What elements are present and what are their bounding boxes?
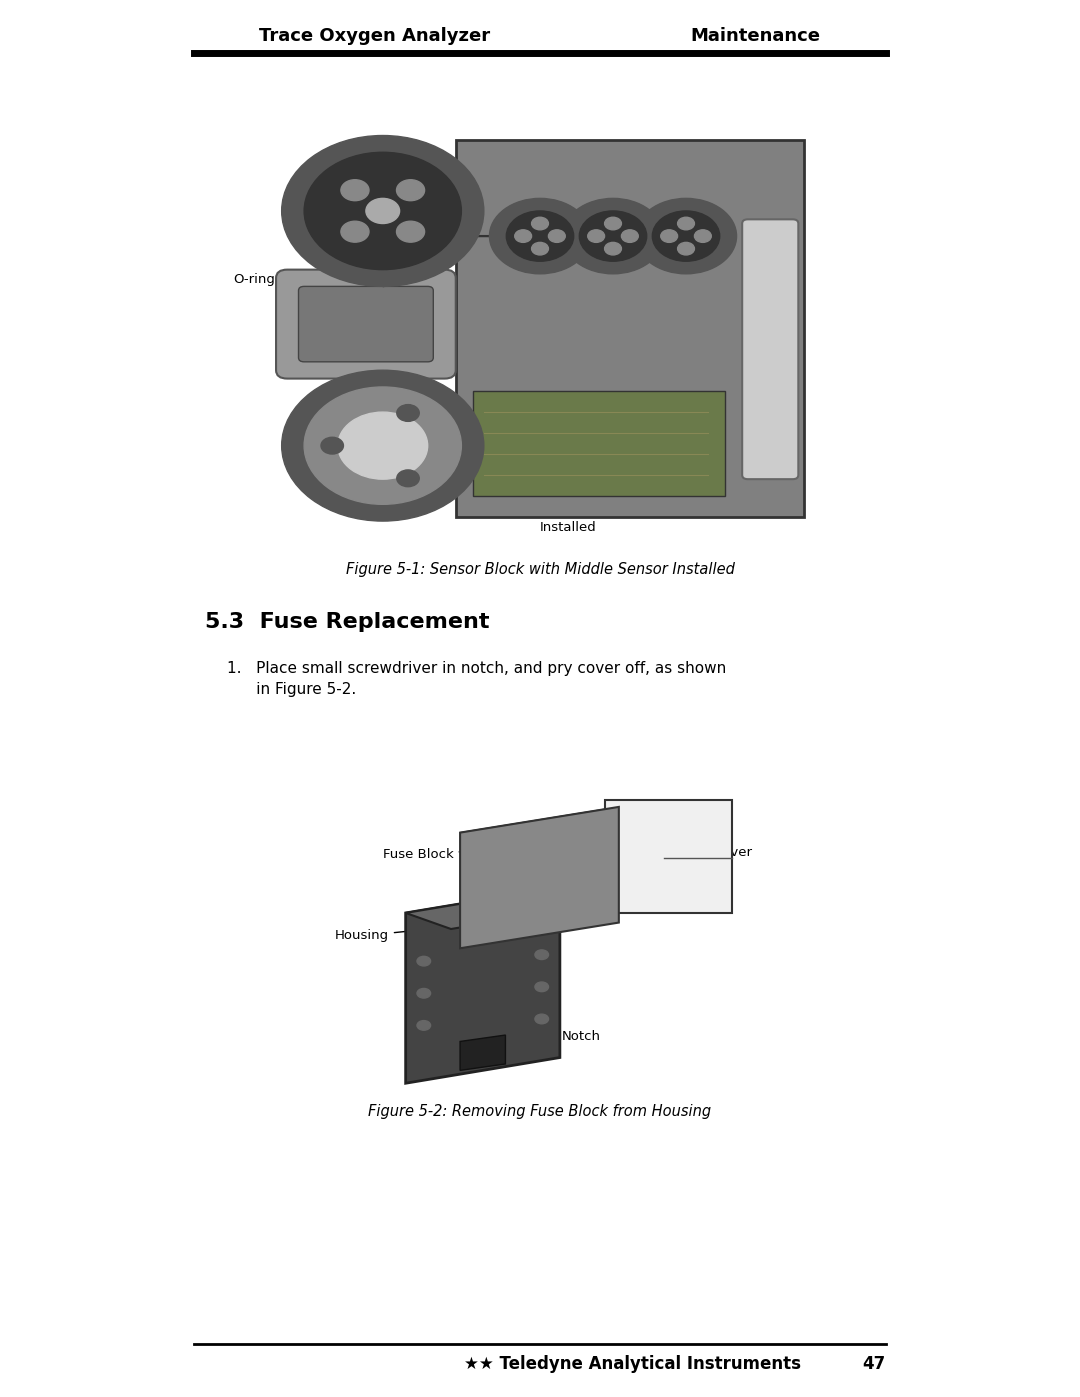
Circle shape [417, 989, 431, 997]
Text: Housing: Housing [335, 925, 467, 943]
Polygon shape [460, 807, 619, 949]
Circle shape [366, 198, 400, 224]
FancyBboxPatch shape [276, 270, 456, 379]
Circle shape [338, 412, 428, 479]
Polygon shape [460, 1035, 505, 1070]
Circle shape [588, 229, 605, 242]
FancyBboxPatch shape [298, 286, 433, 362]
FancyBboxPatch shape [742, 219, 798, 479]
Circle shape [535, 982, 549, 992]
Polygon shape [460, 807, 633, 833]
FancyBboxPatch shape [473, 391, 726, 496]
Circle shape [396, 180, 424, 201]
Circle shape [515, 229, 531, 242]
Text: 47: 47 [862, 1355, 886, 1373]
Circle shape [321, 437, 343, 454]
Circle shape [396, 221, 424, 242]
Circle shape [417, 1021, 431, 1030]
Circle shape [605, 243, 621, 254]
Text: Maintenance: Maintenance [691, 27, 821, 45]
Text: ★★ Teledyne Analytical Instruments: ★★ Teledyne Analytical Instruments [464, 1355, 801, 1373]
Circle shape [531, 218, 549, 229]
Text: Note Tab
Position: Note Tab Position [575, 151, 669, 198]
Circle shape [535, 1014, 549, 1024]
Circle shape [549, 229, 565, 242]
Text: Sensor
Installed: Sensor Installed [450, 476, 597, 534]
Circle shape [417, 957, 431, 965]
Polygon shape [406, 887, 559, 1083]
Text: Figure 5-2: Removing Fuse Block from Housing: Figure 5-2: Removing Fuse Block from Hou… [368, 1104, 712, 1119]
Circle shape [507, 211, 573, 261]
Text: Figure 5-1: Sensor Block with Middle Sensor Installed: Figure 5-1: Sensor Block with Middle Sen… [346, 562, 734, 577]
Circle shape [535, 950, 549, 960]
Text: 1.   Place small screwdriver in notch, and pry cover off, as shown
      in Figu: 1. Place small screwdriver in notch, and… [227, 661, 726, 697]
Circle shape [341, 180, 369, 201]
Polygon shape [605, 800, 732, 914]
Text: Cover: Cover [699, 837, 752, 859]
Circle shape [694, 229, 712, 242]
Circle shape [605, 218, 621, 229]
Text: Notch: Notch [513, 1020, 600, 1044]
Text: Trace Oxygen Analyzer: Trace Oxygen Analyzer [259, 27, 490, 45]
Circle shape [341, 221, 369, 242]
Polygon shape [406, 887, 605, 929]
Circle shape [563, 198, 663, 274]
Circle shape [305, 387, 461, 504]
Circle shape [677, 243, 694, 254]
Text: Fuse Block: Fuse Block [382, 844, 564, 862]
Text: O-ring: O-ring [233, 272, 321, 286]
Circle shape [282, 136, 484, 286]
Circle shape [579, 211, 647, 261]
Circle shape [677, 218, 694, 229]
Circle shape [635, 198, 737, 274]
Circle shape [489, 198, 591, 274]
Circle shape [652, 211, 719, 261]
Circle shape [396, 469, 419, 486]
Circle shape [621, 229, 638, 242]
Circle shape [282, 370, 484, 521]
Circle shape [661, 229, 677, 242]
FancyBboxPatch shape [456, 140, 804, 517]
Text: 5.3  Fuse Replacement: 5.3 Fuse Replacement [205, 612, 489, 631]
Circle shape [531, 243, 549, 254]
Circle shape [305, 152, 461, 270]
Circle shape [396, 405, 419, 422]
